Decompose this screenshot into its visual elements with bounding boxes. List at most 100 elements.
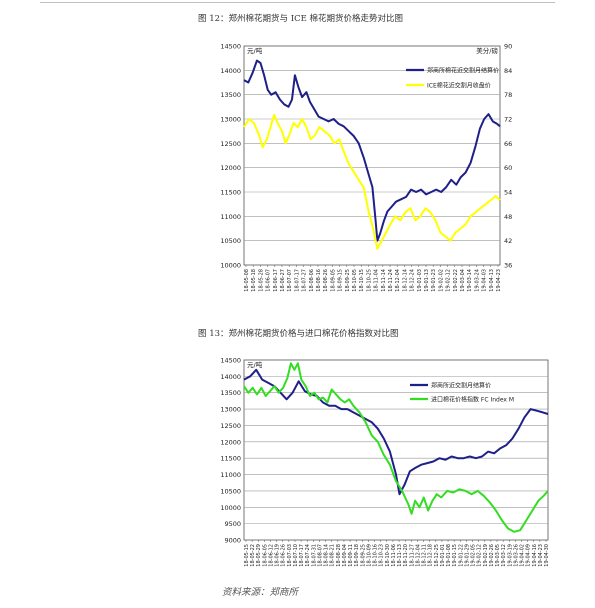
- x-tick-label: 19-01-03: [417, 269, 423, 292]
- y-tick-label-right: 72: [504, 116, 512, 124]
- x-tick-label: 18-10-23: [379, 544, 385, 567]
- y-tick-label-left: 14500: [220, 43, 241, 51]
- x-tick-label: 18-10-09: [366, 544, 372, 567]
- y-tick-label-left: 10000: [220, 504, 241, 512]
- left-unit-label: 元/吨: [247, 46, 263, 55]
- series-line-1-1: [243, 113, 501, 250]
- plot-area: [243, 45, 501, 266]
- x-tick-label: 18-09-05: [330, 269, 336, 292]
- y-tick-label-right: 78: [504, 91, 512, 99]
- x-tick-label: 19-02-26: [489, 544, 495, 567]
- y-tick-label-left: 10500: [220, 237, 241, 245]
- x-tick-label: 19-04-13: [489, 269, 495, 292]
- x-tick-label: 18-12-11: [422, 544, 428, 567]
- x-tick-label: 18-05-22: [250, 544, 256, 567]
- x-tick-label: 18-10-15: [359, 269, 365, 292]
- x-tick-label: 19-04-23: [538, 544, 544, 567]
- x-tick-label: 18-11-20: [403, 544, 409, 567]
- x-tick-label: 18-10-16: [373, 544, 379, 567]
- y-tick-label-left: 9000: [224, 537, 241, 545]
- x-tick-label: 18-09-25: [345, 269, 351, 292]
- x-tick-label: 18-06-19: [275, 544, 281, 567]
- x-tick-label: 18-07-27: [302, 269, 308, 292]
- x-tick-label: 18-07-31: [311, 544, 317, 567]
- x-tick-label: 18-11-24: [388, 269, 394, 292]
- y-tick-label-left: 12500: [220, 140, 241, 148]
- x-tick-label: 19-03-05: [495, 544, 501, 567]
- x-tick-label: 19-02-22: [453, 269, 459, 292]
- source-note: 资料来源：郑商所: [222, 587, 299, 598]
- y-tick-label-right: 54: [504, 189, 512, 197]
- x-tick-label: 18-05-08: [244, 269, 250, 292]
- x-tick-label: 19-01-13: [424, 269, 430, 292]
- x-tick-label: 19-03-12: [501, 544, 507, 567]
- x-tick-label: 19-04-16: [532, 544, 538, 567]
- y-tick-label-left: 11500: [220, 189, 241, 197]
- x-tick-label: 19-02-12: [477, 544, 483, 567]
- y-tick-label-right: 60: [504, 164, 512, 172]
- x-tick-label: 18-05-28: [258, 269, 264, 292]
- x-tick-label: 18-06-17: [273, 269, 279, 292]
- x-tick-label: 19-02-12: [446, 269, 452, 292]
- x-tick-label: 19-01-08: [446, 544, 452, 567]
- x-tick-label: 18-09-18: [354, 544, 360, 567]
- y-tick-label-left: 13000: [220, 116, 241, 124]
- y-tick-label-right: 66: [504, 140, 512, 148]
- y-tick-label-left: 11000: [220, 471, 241, 479]
- y-tick-label-left: 11500: [220, 455, 241, 463]
- figure-12-chart: 10000 10500 11000 11500 12000 12500 13000 13500…: [210, 26, 540, 316]
- x-tick-label: 19-01-22: [458, 544, 464, 567]
- x-tick-label: 18-07-10: [293, 544, 299, 567]
- x-tick-label: 18-12-24: [410, 269, 416, 292]
- x-tick-label: 19-01-15: [452, 544, 458, 567]
- x-tick-label: 19-04-30: [544, 544, 550, 567]
- y-tick-label-left: 14500: [220, 357, 241, 365]
- series-line-2-0: [243, 368, 549, 496]
- x-tick-label: 19-03-04: [460, 269, 466, 292]
- legend-label: ICE棉花近交割月收盘价: [427, 82, 491, 90]
- series-line-2-1: [243, 362, 549, 533]
- legend-label: 郑商所近交割月结算价: [431, 382, 491, 390]
- header-rule: [40, 2, 555, 3]
- x-tick-label: 18-06-05: [262, 544, 268, 567]
- x-tick-label: 18-07-24: [305, 544, 311, 567]
- figure-13-caption: 图 13：郑州棉花期货价格与进口棉花价格指数对比图: [198, 329, 399, 339]
- x-tick-label: 18-05-18: [251, 269, 257, 292]
- x-tick-label: 18-08-16: [316, 269, 322, 292]
- y-tick-label-left: 9500: [224, 520, 241, 528]
- x-tick-label: 18-10-30: [385, 544, 391, 567]
- y-tick-label-right: 48: [504, 213, 512, 221]
- series-line-1-0: [243, 59, 501, 242]
- x-tick-label: 18-07-17: [299, 544, 305, 567]
- x-tick-label: 19-04-03: [482, 269, 488, 292]
- y-tick-label-left: 13000: [220, 406, 241, 414]
- x-tick-label: 18-11-14: [381, 269, 387, 292]
- y-tick-label-left: 12000: [220, 438, 241, 446]
- left-unit-label: 元/吨: [247, 360, 263, 369]
- x-tick-label: 18-09-15: [338, 269, 344, 292]
- x-tick-label: 18-06-27: [280, 269, 286, 292]
- x-tick-label: 18-06-26: [281, 544, 287, 567]
- y-tick-label-left: 10000: [220, 262, 241, 270]
- x-tick-label: 18-10-05: [352, 269, 358, 292]
- x-tick-label: 18-07-17: [294, 269, 300, 292]
- x-tick-label: 18-08-26: [323, 269, 329, 292]
- x-tick-label: 19-04-23: [496, 269, 502, 292]
- x-tick-label: 18-09-04: [342, 544, 348, 567]
- y-tick-label-left: 13500: [220, 389, 241, 397]
- x-tick-label: 18-05-15: [244, 544, 250, 567]
- x-tick-label: 19-03-14: [467, 269, 473, 292]
- x-tick-label: 18-11-06: [391, 544, 397, 567]
- x-tick-label: 18-08-21: [330, 544, 336, 567]
- x-tick-label: 18-10-25: [366, 269, 372, 292]
- y-tick-label-left: 10500: [220, 487, 241, 495]
- x-tick-label: 19-03-26: [513, 544, 519, 567]
- x-tick-label: 18-07-07: [287, 269, 293, 292]
- x-tick-label: 18-12-04: [395, 269, 401, 292]
- right-unit-label: 美分/磅: [476, 46, 498, 55]
- x-tick-label: 18-06-12: [268, 544, 274, 567]
- x-tick-label: 19-01-23: [431, 269, 437, 292]
- figure-12-caption: 图 12：郑州棉花期货与 ICE 棉花期货价格走势对比图: [198, 14, 403, 24]
- x-tick-label: 19-04-02: [520, 544, 526, 567]
- x-tick-label: 18-09-25: [360, 544, 366, 567]
